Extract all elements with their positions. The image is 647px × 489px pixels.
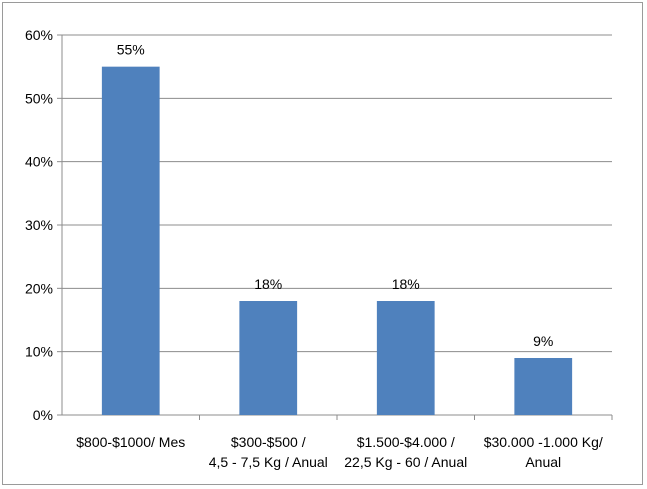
category-label: $800-$1000/ Mes: [76, 434, 185, 450]
y-tick-label: 20%: [25, 280, 53, 296]
bar: [101, 66, 160, 416]
y-tick-label: 10%: [25, 344, 53, 360]
bar: [376, 301, 435, 415]
category-label: $300-$500 /4,5 - 7,5 Kg / Anual: [209, 434, 328, 470]
category-label: $1.500-$4.000 /22,5 Kg - 60 / Anual: [344, 434, 467, 470]
data-labels: 55% 18% 18% 9%: [117, 42, 554, 349]
y-tick-labels: 0% 10% 20% 30% 40% 50% 60%: [25, 27, 53, 423]
y-tick-label: 60%: [25, 27, 53, 43]
data-label: 55%: [117, 42, 145, 58]
y-tick-label: 50%: [25, 90, 53, 106]
bars: [101, 66, 573, 416]
bar: [239, 301, 298, 415]
category-label: $30.000 -1.000 Kg/Anual: [484, 434, 603, 470]
y-tick-label: 30%: [25, 217, 53, 233]
y-tick-label: 0%: [33, 407, 53, 423]
data-label: 18%: [392, 276, 420, 292]
category-labels: $800-$1000/ Mes $300-$500 /4,5 - 7,5 Kg /…: [76, 434, 603, 470]
y-tick-label: 40%: [25, 154, 53, 170]
data-label: 9%: [533, 333, 553, 349]
data-label: 18%: [254, 276, 282, 292]
bar: [514, 358, 573, 415]
